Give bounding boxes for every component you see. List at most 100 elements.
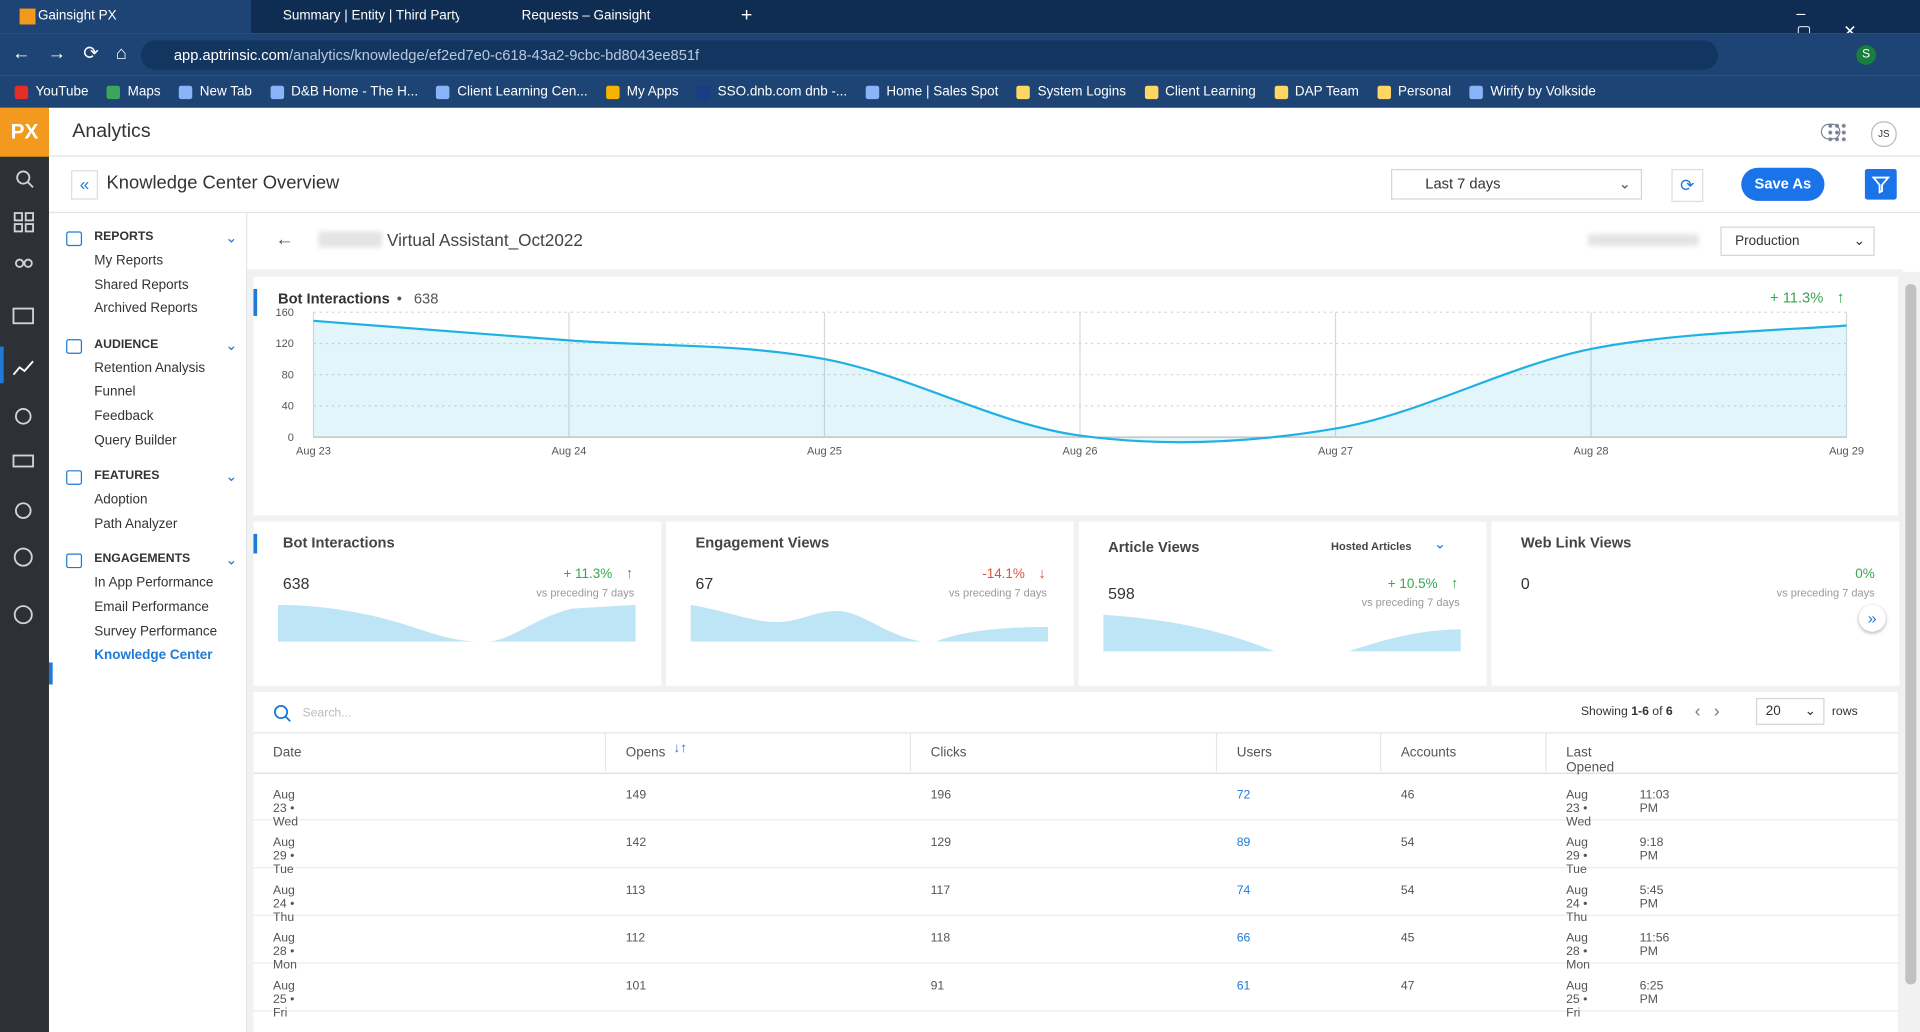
- refresh-button[interactable]: ⟳: [1671, 168, 1704, 203]
- back-button[interactable]: ←: [275, 228, 294, 250]
- column-header[interactable]: Clicks: [930, 745, 967, 761]
- nav-buttons[interactable]: ←→⟳⌂: [12, 42, 145, 64]
- nav-item[interactable]: In App Performance: [94, 575, 214, 591]
- url-field[interactable]: app.aptrinsic.com/analytics/knowledge/ef…: [140, 40, 1718, 70]
- environment-select[interactable]: Production ⌄: [1720, 226, 1875, 256]
- bookmark[interactable]: My Apps: [605, 84, 678, 99]
- save-as-button[interactable]: Save As: [1741, 167, 1825, 201]
- rail-icons: [0, 170, 34, 625]
- nav-item[interactable]: Survey Performance: [94, 623, 218, 639]
- nav-group: REPORTS ⌄ My Reports Shared Reports Archived…: [49, 225, 246, 321]
- bookmark[interactable]: System Logins: [1016, 84, 1126, 100]
- table-cell[interactable]: 74: [1236, 884, 1251, 898]
- column-header[interactable]: Opens: [625, 745, 666, 761]
- column-header[interactable]: Last Opened: [1566, 745, 1615, 776]
- avatar[interactable]: JS: [1871, 121, 1897, 147]
- column-header[interactable]: Date: [273, 745, 302, 761]
- new-tab[interactable]: +: [740, 4, 753, 26]
- y-tick-label: 0: [288, 432, 294, 444]
- card-filter[interactable]: Hosted Articles: [1331, 540, 1412, 553]
- sort-icon: ↓↑: [673, 740, 687, 756]
- filter-button[interactable]: [1864, 168, 1897, 200]
- bookmark-icon: [270, 85, 284, 99]
- card-value: 638: [282, 574, 310, 593]
- table-cell[interactable]: 61: [1236, 979, 1251, 994]
- bookmark[interactable]: YouTube: [14, 84, 89, 100]
- icon-rail: [0, 107, 49, 1032]
- nav-item[interactable]: Knowledge Center: [94, 647, 213, 663]
- nav-section-title: AUDIENCE: [94, 337, 159, 352]
- nav-item[interactable]: Retention Analysis: [94, 360, 206, 376]
- card-value: 0: [1520, 574, 1530, 593]
- nav-item[interactable]: Query Builder: [94, 432, 177, 448]
- nav-item[interactable]: My Reports: [94, 253, 164, 269]
- profile[interactable]: S: [1856, 45, 1876, 65]
- table-cell: 5:45 PM: [1639, 884, 1664, 912]
- bookmark[interactable]: New Tab: [178, 84, 252, 99]
- table-cell: 46: [1400, 788, 1415, 803]
- nav-item[interactable]: Adoption: [94, 492, 148, 508]
- bookmark[interactable]: DAP Team: [1274, 84, 1359, 99]
- tab[interactable]: Requests – Gainsight: [521, 8, 651, 24]
- change-arrow: ↓: [1038, 564, 1046, 582]
- bookmark-label: D&B Home - The H...: [291, 84, 419, 100]
- bookmark[interactable]: Client Learning Cen...: [436, 84, 588, 99]
- row-border: [253, 914, 1898, 916]
- bookmark-icon: [1144, 85, 1158, 99]
- tab[interactable]: Gainsight PX: [0, 0, 252, 34]
- card-title: Engagement Views: [695, 533, 830, 552]
- column-header[interactable]: Users: [1236, 745, 1272, 761]
- nav-section-title: ENGAGEMENTS: [94, 552, 191, 567]
- nav-item[interactable]: Archived Reports: [94, 301, 198, 317]
- nav-item[interactable]: Shared Reports: [94, 277, 189, 293]
- column-divider: [1545, 733, 1547, 772]
- nav-section[interactable]: AUDIENCE ⌄: [66, 333, 246, 357]
- tab[interactable]: Summary | Entity | Third Party | R: [282, 8, 460, 24]
- nav-item[interactable]: Funnel: [94, 384, 136, 400]
- logo[interactable]: PX: [0, 107, 49, 157]
- spacer: [49, 213, 246, 214]
- nav-icon: [66, 231, 83, 247]
- nav-section[interactable]: ENGAGEMENTS ⌄: [66, 548, 246, 572]
- nav-section[interactable]: FEATURES ⌄: [66, 464, 246, 488]
- date-range: Last 7 days: [1425, 175, 1501, 193]
- nav-item[interactable]: Feedback: [94, 408, 154, 424]
- bookmark-label: YouTube: [35, 84, 89, 100]
- card-value: 598: [1108, 584, 1135, 603]
- bookmark-icon: [605, 85, 620, 99]
- caret: ⌄: [1433, 535, 1447, 553]
- page-title: Knowledge Center Overview: [106, 172, 340, 194]
- bookmark[interactable]: SSO.dnb.com dnb -...: [696, 84, 847, 99]
- bookmark[interactable]: Wirify by Volkside: [1469, 84, 1596, 99]
- apps-icon[interactable]: [1826, 122, 1847, 143]
- nav-item[interactable]: Email Performance: [94, 599, 209, 615]
- nav-item[interactable]: Path Analyzer: [94, 516, 178, 532]
- table-cell[interactable]: 66: [1236, 931, 1251, 946]
- table-cell[interactable]: 72: [1236, 788, 1251, 803]
- bookmark[interactable]: Home | Sales Spot: [865, 84, 998, 99]
- bookmark-label: System Logins: [1037, 84, 1126, 100]
- expand-button[interactable]: »: [1859, 605, 1886, 632]
- pager[interactable]: ‹›: [1694, 700, 1734, 721]
- date-range-select[interactable]: Last 7 days ⌄: [1391, 168, 1643, 200]
- table-cell[interactable]: 89: [1236, 836, 1251, 850]
- scroll-thumb[interactable]: [1905, 284, 1917, 985]
- sparkline-area: [1103, 615, 1461, 652]
- bookmark[interactable]: Maps: [106, 84, 161, 99]
- table-cell: 11:56 PM: [1639, 931, 1670, 959]
- bookmarks-bar: YouTube Maps New Tab D&B Home - The H... Cli…: [0, 75, 1920, 108]
- scrollbar[interactable]: [1901, 271, 1920, 1032]
- chart-change: + 11.3%: [1770, 290, 1823, 306]
- report-header: ← Virtual Assistant_Oct2022 Production ⌄: [247, 213, 1903, 270]
- bookmark[interactable]: Client Learning: [1144, 84, 1256, 99]
- nav-section[interactable]: REPORTS ⌄: [66, 225, 246, 249]
- bookmark[interactable]: D&B Home - The H...: [270, 84, 418, 99]
- page-size-select[interactable]: 20 ⌄: [1755, 697, 1825, 725]
- column-header[interactable]: Accounts: [1400, 745, 1457, 761]
- table-cell: 91: [930, 979, 945, 994]
- nav-group: ENGAGEMENTS ⌄ In App Performance Email Perf…: [49, 548, 246, 668]
- bookmark[interactable]: Personal: [1377, 84, 1451, 99]
- search-input[interactable]: Search...: [302, 706, 352, 721]
- x-tick-label: Aug 24: [552, 445, 587, 457]
- collapse-button[interactable]: «: [71, 170, 98, 200]
